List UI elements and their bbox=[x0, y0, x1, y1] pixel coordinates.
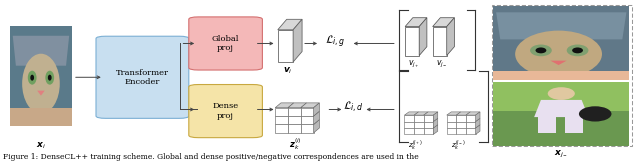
Polygon shape bbox=[288, 124, 301, 133]
Polygon shape bbox=[456, 122, 466, 128]
Text: Figure 1: DenseCL++ training scheme. Global and dense positive/negative correspo: Figure 1: DenseCL++ training scheme. Glo… bbox=[3, 153, 419, 161]
Text: $z_k^{(j_+)}$: $z_k^{(j_+)}$ bbox=[408, 138, 424, 153]
Text: Dense
proj: Dense proj bbox=[212, 103, 239, 120]
Text: $z_k^{(j_-)}$: $z_k^{(j_-)}$ bbox=[451, 138, 466, 153]
Polygon shape bbox=[456, 128, 466, 134]
Polygon shape bbox=[433, 118, 438, 128]
Polygon shape bbox=[466, 122, 476, 128]
Polygon shape bbox=[424, 112, 438, 115]
Polygon shape bbox=[447, 128, 456, 134]
Polygon shape bbox=[405, 18, 427, 27]
Polygon shape bbox=[424, 115, 433, 122]
Polygon shape bbox=[433, 27, 447, 56]
Polygon shape bbox=[414, 112, 428, 115]
Text: $\boldsymbol{x}_{j_-}$: $\boldsymbol{x}_{j_-}$ bbox=[554, 149, 568, 160]
Polygon shape bbox=[424, 128, 433, 134]
Polygon shape bbox=[476, 125, 480, 134]
Polygon shape bbox=[404, 115, 414, 122]
Polygon shape bbox=[405, 27, 419, 56]
Polygon shape bbox=[456, 115, 466, 122]
Text: $\boldsymbol{x}_{j_+}$: $\boldsymbol{x}_{j_+}$ bbox=[554, 83, 568, 94]
Polygon shape bbox=[404, 122, 414, 128]
Text: Global
proj: Global proj bbox=[212, 35, 239, 52]
Polygon shape bbox=[466, 112, 480, 115]
Polygon shape bbox=[288, 103, 307, 108]
Polygon shape bbox=[301, 124, 314, 133]
Polygon shape bbox=[414, 128, 424, 134]
Polygon shape bbox=[275, 103, 294, 108]
FancyBboxPatch shape bbox=[189, 17, 262, 70]
Polygon shape bbox=[288, 116, 301, 124]
Polygon shape bbox=[278, 19, 302, 30]
Text: $\mathcal{L}_{i,g}$: $\mathcal{L}_{i,g}$ bbox=[325, 34, 346, 50]
Polygon shape bbox=[275, 108, 288, 116]
Polygon shape bbox=[275, 116, 288, 124]
Text: $v_{j_+}$: $v_{j_+}$ bbox=[408, 59, 419, 70]
Polygon shape bbox=[288, 108, 301, 116]
Polygon shape bbox=[293, 19, 302, 62]
Polygon shape bbox=[414, 115, 424, 122]
Polygon shape bbox=[447, 112, 461, 115]
Polygon shape bbox=[456, 112, 470, 115]
Polygon shape bbox=[314, 103, 319, 116]
Polygon shape bbox=[476, 118, 480, 128]
Text: $\mathcal{L}_{i,d}$: $\mathcal{L}_{i,d}$ bbox=[344, 100, 364, 115]
Polygon shape bbox=[466, 128, 476, 134]
Polygon shape bbox=[275, 124, 288, 133]
Text: $\boldsymbol{x}_i$: $\boldsymbol{x}_i$ bbox=[36, 140, 46, 151]
Text: $\boldsymbol{z}_k^{(i)}$: $\boldsymbol{z}_k^{(i)}$ bbox=[289, 136, 302, 152]
Polygon shape bbox=[433, 112, 438, 122]
Polygon shape bbox=[433, 125, 438, 134]
FancyBboxPatch shape bbox=[96, 36, 189, 118]
Polygon shape bbox=[447, 18, 454, 56]
Polygon shape bbox=[404, 128, 414, 134]
Polygon shape bbox=[404, 112, 419, 115]
Polygon shape bbox=[447, 115, 456, 122]
Text: $\boldsymbol{v}_i$: $\boldsymbol{v}_i$ bbox=[282, 65, 292, 76]
Polygon shape bbox=[301, 116, 314, 124]
Polygon shape bbox=[433, 18, 454, 27]
Polygon shape bbox=[419, 18, 427, 56]
Text: $v_{j_-}$: $v_{j_-}$ bbox=[436, 59, 447, 70]
Polygon shape bbox=[314, 111, 319, 124]
Polygon shape bbox=[301, 108, 314, 116]
FancyBboxPatch shape bbox=[189, 85, 262, 138]
Polygon shape bbox=[476, 112, 480, 122]
Polygon shape bbox=[414, 122, 424, 128]
Text: Transformer
Encoder: Transformer Encoder bbox=[116, 69, 169, 86]
Polygon shape bbox=[447, 122, 456, 128]
Polygon shape bbox=[278, 30, 293, 62]
Polygon shape bbox=[301, 103, 319, 108]
Polygon shape bbox=[314, 120, 319, 133]
Polygon shape bbox=[424, 122, 433, 128]
Polygon shape bbox=[466, 115, 476, 122]
